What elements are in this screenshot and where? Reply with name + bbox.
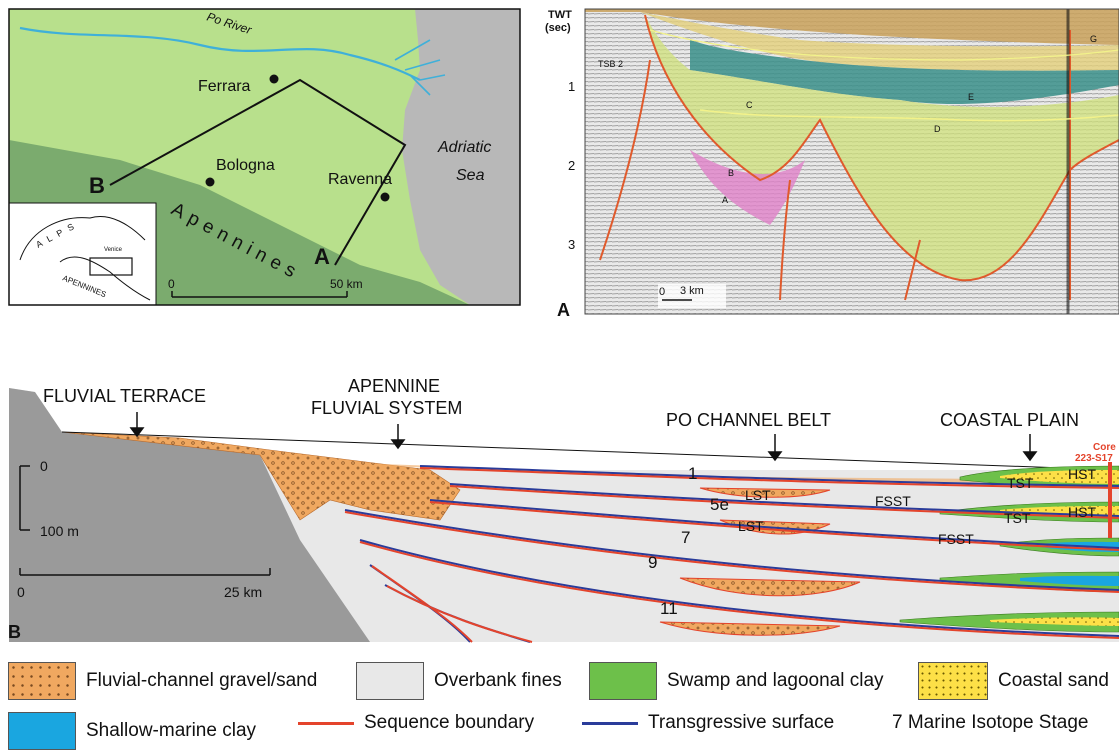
fluvial-terrace-label: FLUVIAL TERRACE: [43, 386, 206, 406]
unit-c: C: [746, 100, 753, 110]
fluvial-swatch: [8, 662, 76, 700]
ferrara-label: Ferrara: [198, 78, 251, 95]
seismic-panel-label: A: [557, 300, 570, 320]
tract-lst-2: LST: [738, 518, 764, 534]
section-panel-label: B: [8, 622, 21, 642]
apennine-label-1: APENNINE: [348, 376, 440, 396]
figure-canvas: Po River Ferrara Bologna Ravenna Adriati…: [8, 8, 1119, 643]
map-scale-zero: 0: [168, 277, 175, 291]
vscale-bottom-label: 100 m: [40, 523, 79, 539]
twt-label: TWT: [548, 9, 572, 21]
overbank-swatch: [356, 662, 424, 700]
legend-coastal-sand: Coastal sand: [918, 662, 1109, 700]
core-label-2: 223-S17: [1075, 453, 1113, 464]
legend-label: Sequence boundary: [364, 712, 535, 733]
stage-11-label: 11: [660, 599, 678, 618]
legend-label: Coastal sand: [998, 670, 1109, 691]
ferrara-dot: [269, 74, 279, 84]
legend-label: Transgressive surface: [648, 712, 835, 733]
unit-a: A: [722, 195, 728, 205]
legend-label: Shallow-marine clay: [86, 720, 257, 741]
point-b-label: B: [89, 173, 105, 198]
stage-7-label: 7: [681, 528, 690, 547]
legend-swamp: Swamp and lagoonal clay: [589, 662, 884, 700]
point-a-label: A: [314, 244, 330, 269]
twt-tick-1: 1: [568, 79, 575, 94]
hscale-zero-label: 0: [17, 584, 25, 600]
legend-fluvial-channel: Fluvial-channel gravel/sand: [8, 662, 317, 700]
core-label-1: Core: [1093, 442, 1116, 453]
horizontal-scale: [19, 568, 271, 576]
coastal-plain-label: COASTAL PLAIN: [940, 410, 1079, 430]
transgressive-surface-line: [582, 721, 638, 725]
hscale-label: 25 km: [224, 584, 262, 600]
unit-d: D: [934, 124, 941, 134]
stage-9-label: 9: [648, 553, 657, 572]
legend-label: Overbank fines: [434, 670, 562, 691]
alluvial-fan: [61, 431, 461, 521]
unit-tsb2: TSB 2: [598, 59, 623, 69]
swamp-swatch: [589, 662, 657, 700]
stratigraphic-section: FLUVIAL TERRACE APENNINE FLUVIAL SYSTEM …: [8, 376, 1119, 643]
legend-shallow-marine: Shallow-marine clay: [8, 712, 256, 750]
seismic-scale-zero: 0: [659, 286, 665, 298]
legend-label: Swamp and lagoonal clay: [667, 670, 884, 691]
inset-map: A L P S Venice APENNINES: [9, 202, 157, 305]
bologna-label: Bologna: [216, 157, 275, 174]
unit-b: B: [728, 168, 734, 178]
stage-5e-label: 5e: [710, 495, 729, 514]
map-scale-label: 50 km: [330, 277, 363, 291]
legend-label: 7 Marine Isotope Stage: [892, 712, 1089, 733]
unit-e: E: [968, 92, 974, 102]
sea-label-1: Adriatic: [437, 139, 491, 156]
shallow-marine-swatch: [8, 712, 76, 750]
apennine-label-2: FLUVIAL SYSTEM: [311, 398, 462, 418]
stage-1-label: 1: [688, 464, 697, 483]
vscale-top-label: 0: [40, 458, 48, 474]
tract-hst-2: HST: [1068, 504, 1096, 520]
legend-label: Fluvial-channel gravel/sand: [86, 670, 318, 691]
legend-overbank: Overbank fines: [356, 662, 562, 700]
po-river: [19, 26, 421, 81]
unit-g: G: [1090, 34, 1097, 44]
legend-transgressive-surface: Transgressive surface: [582, 712, 834, 734]
tract-fsst-1: FSST: [875, 493, 911, 509]
twt-tick-2: 2: [568, 158, 575, 173]
legend-row-2: Shallow-marine clay Sequence boundary Tr…: [0, 712, 1119, 756]
bologna-dot: [205, 177, 215, 187]
po-channel-belt-label: PO CHANNEL BELT: [666, 410, 831, 430]
coastal-sand-swatch: [918, 662, 988, 700]
tract-lst-1: LST: [745, 487, 771, 503]
tract-tst-2: TST: [1004, 510, 1031, 526]
vertical-scale: [19, 465, 30, 531]
ravenna-label: Ravenna: [328, 171, 392, 188]
pointer-arrows: [129, 412, 1038, 462]
twt-unit: (sec): [545, 22, 571, 34]
sea-label-2: Sea: [456, 167, 485, 184]
sequence-boundary-line: [298, 721, 354, 725]
tract-hst-1: HST: [1068, 466, 1096, 482]
bedrock: [9, 388, 370, 642]
legend-row-1: Fluvial-channel gravel/sand Overbank fin…: [0, 662, 1119, 706]
seismic-section: TWT (sec) 1 2 3 TSB 2 C E D B A G: [545, 8, 1119, 320]
tract-fsst-2: FSST: [938, 531, 974, 547]
adriatic-sea: [402, 9, 520, 305]
legend-isotope-stage: 7 Marine Isotope Stage: [892, 712, 1088, 734]
map-frame: [8, 8, 521, 306]
legend-sequence-boundary: Sequence boundary: [298, 712, 534, 734]
po-delta: [394, 39, 446, 96]
inset-city-label: Venice: [104, 247, 123, 253]
section-trace: [109, 78, 407, 266]
ravenna-dot: [380, 192, 390, 202]
twt-tick-3: 3: [568, 237, 575, 252]
location-map: Po River Ferrara Bologna Ravenna Adriati…: [9, 9, 520, 305]
seismic-scale-label: 3 km: [680, 285, 704, 297]
tract-tst-1: TST: [1007, 475, 1034, 491]
